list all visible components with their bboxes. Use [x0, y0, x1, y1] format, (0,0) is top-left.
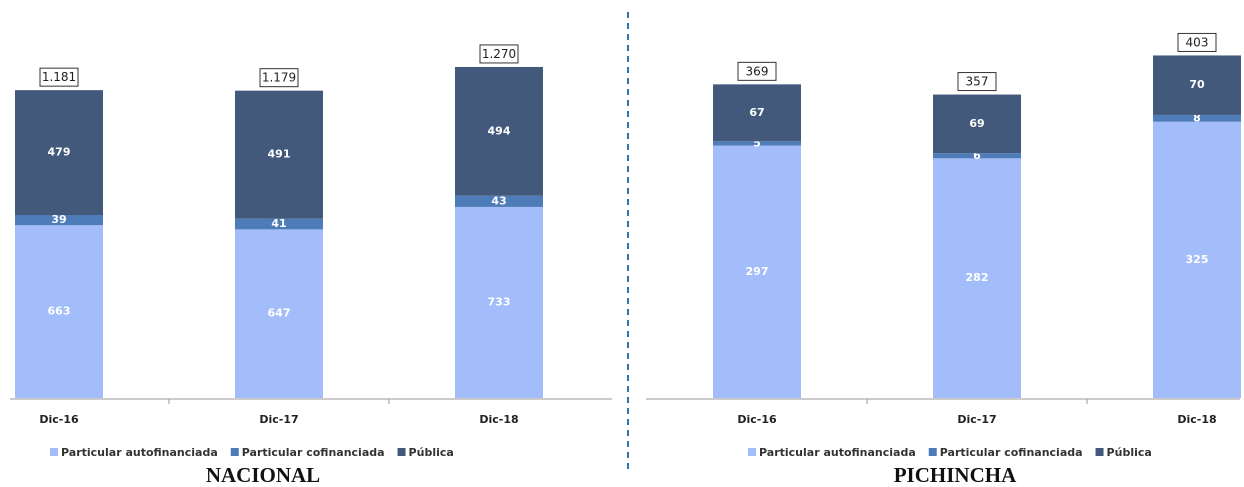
bar-segment	[713, 84, 801, 142]
x-tick-label: Dic-17	[259, 413, 298, 426]
x-tick-label: Dic-18	[479, 413, 518, 426]
bar-segment	[713, 145, 801, 398]
legend-label: Particular autofinanciada	[759, 446, 916, 459]
value-label: 6	[973, 149, 981, 162]
legend-swatch	[50, 448, 58, 456]
value-label: 733	[488, 295, 511, 308]
total-box	[479, 44, 519, 64]
bar-segment	[713, 141, 801, 146]
legend-label: Particular autofinanciada	[61, 446, 218, 459]
bar-segment	[1153, 121, 1241, 398]
bar-segment	[455, 206, 543, 398]
legend-label: Particular cofinanciada	[940, 446, 1083, 459]
value-label: 297	[746, 265, 769, 278]
value-label: 663	[48, 305, 71, 318]
bar-segment	[15, 215, 103, 226]
legend-label: Particular cofinanciada	[242, 446, 385, 459]
total-label: 1.270	[482, 47, 516, 61]
chart-title: NACIONAL	[206, 463, 320, 487]
value-label: 70	[1189, 78, 1205, 91]
total-label: 1.181	[42, 70, 76, 84]
chart-title: PICHINCHA	[894, 463, 1017, 487]
bar-segment	[1153, 114, 1241, 122]
total-box	[1177, 32, 1217, 52]
total-label: 369	[746, 64, 769, 78]
bar-segment	[933, 158, 1021, 398]
x-tick-label: Dic-16	[39, 413, 79, 426]
value-label: 479	[48, 146, 71, 159]
legend-label: Pública	[409, 446, 454, 459]
value-label: 43	[491, 194, 506, 207]
x-tick-label: Dic-18	[1177, 413, 1216, 426]
legend-swatch	[1095, 448, 1104, 456]
total-label: 357	[966, 75, 989, 89]
legend-swatch	[397, 448, 406, 456]
bar-segment	[455, 195, 543, 207]
legend-swatch	[230, 448, 239, 456]
bar-segment	[235, 218, 323, 230]
bar-segment	[15, 90, 103, 216]
value-label: 647	[268, 307, 291, 320]
legend-swatch	[748, 448, 756, 456]
bar-segment	[455, 66, 543, 196]
bar-segment	[1153, 55, 1241, 115]
value-label: 67	[749, 106, 764, 119]
value-label: 8	[1193, 111, 1201, 124]
bar-segment	[235, 229, 323, 398]
bar-segment	[933, 153, 1021, 159]
bar-segment	[15, 225, 103, 398]
value-label: 282	[966, 271, 989, 284]
bar-segment	[235, 90, 323, 219]
total-box	[737, 61, 777, 81]
total-box	[39, 67, 79, 87]
total-label: 403	[1186, 35, 1209, 49]
value-label: 39	[51, 213, 66, 226]
x-tick-label: Dic-16	[737, 413, 777, 426]
value-label: 5	[753, 136, 761, 149]
value-label: 325	[1186, 253, 1209, 266]
x-tick-label: Dic-17	[957, 413, 996, 426]
value-label: 69	[969, 117, 984, 130]
legend-swatch	[928, 448, 937, 456]
total-box	[957, 72, 997, 92]
value-label: 491	[268, 148, 291, 161]
bar-segment	[933, 94, 1021, 154]
legend-label: Pública	[1107, 446, 1152, 459]
total-box	[259, 68, 299, 88]
value-label: 494	[488, 124, 511, 137]
value-label: 41	[271, 217, 286, 230]
total-label: 1.179	[262, 71, 296, 85]
